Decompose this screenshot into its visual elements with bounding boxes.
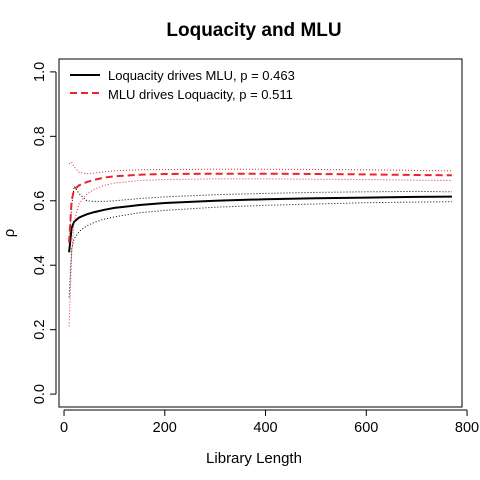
y-tick-label: 0.6 xyxy=(32,191,48,211)
y-tick-label: 0.2 xyxy=(32,320,48,340)
x-tick-label: 400 xyxy=(253,420,277,436)
x-tick-label: 0 xyxy=(60,420,68,436)
chart-title: Loquacity and MLU xyxy=(166,20,341,41)
y-tick-label: 0.8 xyxy=(32,126,48,146)
x-tick-label: 200 xyxy=(153,420,177,436)
legend: Loquacity drives MLU, p = 0.463 MLU driv… xyxy=(70,68,295,102)
y-axis-label: ρ xyxy=(1,229,18,238)
legend-label-series-1: Loquacity drives MLU, p = 0.463 xyxy=(108,68,295,83)
y-tick-label: 1.0 xyxy=(32,62,48,82)
y-tick-label: 0.0 xyxy=(32,384,48,404)
legend-label-series-2: MLU drives Loquacity, p = 0.511 xyxy=(108,87,293,102)
x-axis-label: Library Length xyxy=(206,450,302,467)
y-axis: 0.0 0.2 0.4 0.6 0.8 1.0 xyxy=(32,62,57,404)
series-layer xyxy=(68,161,452,327)
x-axis: 0 200 400 600 800 xyxy=(60,409,479,436)
series-1-line xyxy=(68,195,452,253)
x-tick-label: 600 xyxy=(354,420,378,436)
series-1-lower-bound xyxy=(68,201,452,298)
series-2-upper-bound xyxy=(68,161,452,175)
series-1-upper-bound xyxy=(68,184,452,243)
x-tick-label: 800 xyxy=(455,420,479,436)
plot-frame xyxy=(58,58,463,408)
series-2-lower-bound xyxy=(68,178,452,327)
y-tick-label: 0.4 xyxy=(32,255,48,275)
series-2-line xyxy=(68,172,452,243)
